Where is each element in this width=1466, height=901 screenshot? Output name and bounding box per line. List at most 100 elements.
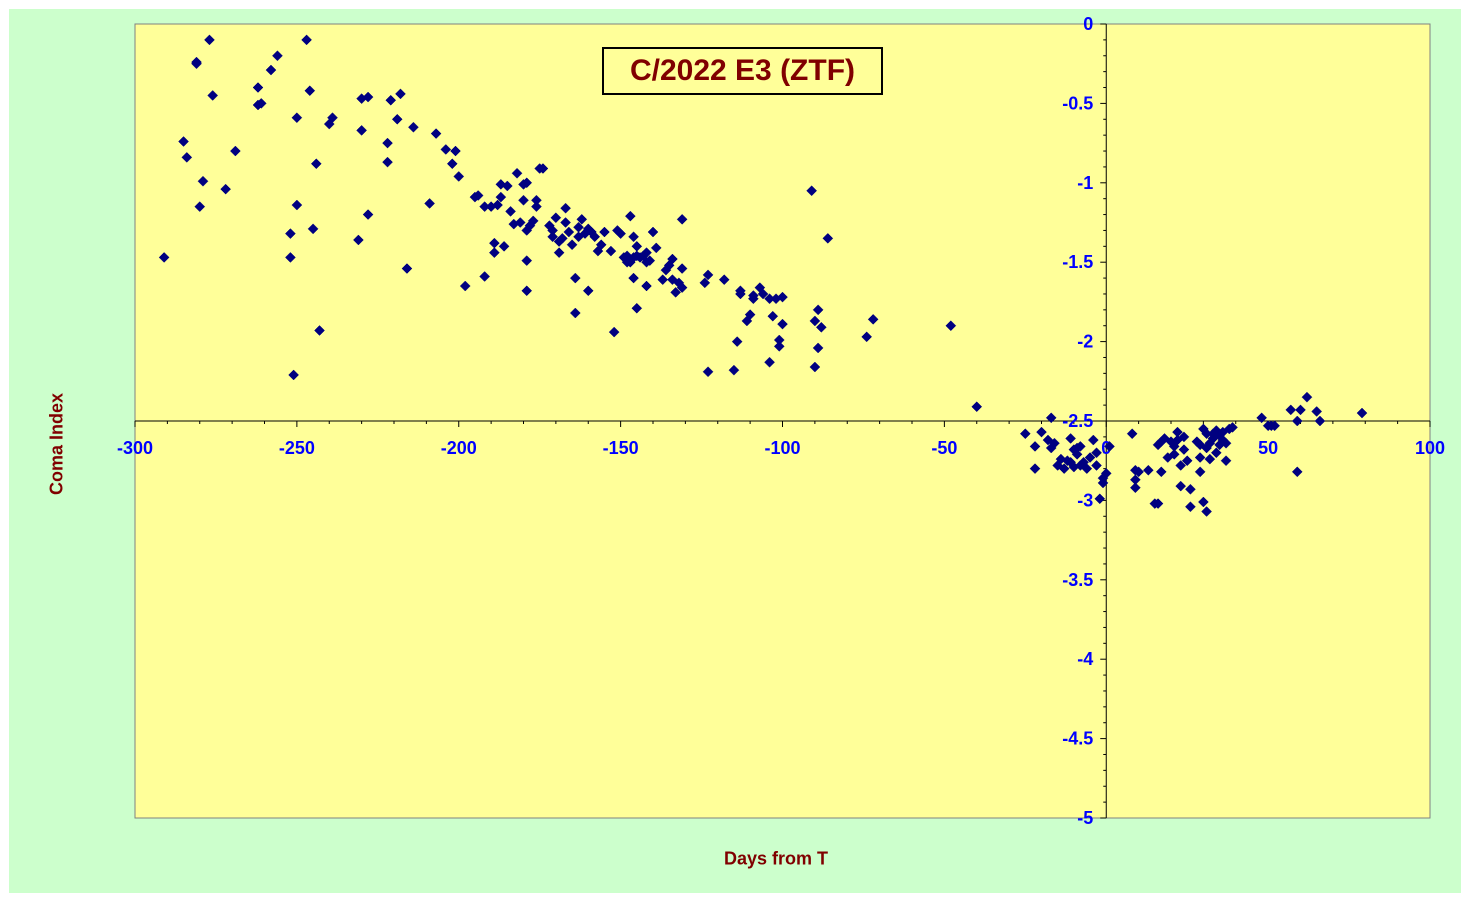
data-point [676,282,688,293]
data-point [1091,460,1102,471]
data-point [272,50,283,62]
data-point [1045,412,1057,424]
data-point [560,217,571,228]
data-point [702,366,714,378]
data-point [1198,496,1209,508]
data-point [353,234,364,246]
data-point [285,252,296,263]
x-axis-label: Days from T [723,848,829,869]
data-point [670,287,682,298]
data-point [676,263,688,274]
data-point [1081,463,1093,474]
data-point [608,326,620,338]
data-point [589,231,601,243]
data-point [1087,434,1099,446]
data-point [573,221,584,233]
data-point [647,226,659,238]
data-point [158,252,170,263]
data-point [440,144,452,155]
data-point [1155,466,1167,478]
y-tick-label: -1.5 [1062,252,1093,272]
data-point [1126,428,1138,440]
data-point [197,175,209,187]
data-point [812,342,824,354]
data-point [356,125,367,136]
data-point [1019,428,1031,440]
data-point [1301,391,1313,403]
data-point [1291,415,1303,427]
data-point [1094,493,1106,505]
data-point [489,237,500,249]
x-tick-label: 50 [1258,438,1278,458]
data-point [1210,447,1222,459]
data-point [1091,447,1102,459]
data-point [628,272,639,284]
data-point [453,171,465,182]
data-point [521,255,533,266]
data-point [252,82,264,93]
data-point [657,274,669,286]
data-point [391,113,403,125]
data-point [301,34,312,46]
data-point [489,247,500,259]
data-points [158,34,1368,517]
data-point [1269,420,1280,432]
data-point [1133,466,1144,478]
y-tick-label: -2.5 [1062,411,1093,431]
data-point [430,128,442,139]
y-tick-label: -0.5 [1062,93,1093,113]
data-point [511,167,523,179]
data-point [1049,437,1060,449]
data-point [537,163,549,174]
data-point [531,201,542,212]
data-point [748,293,759,305]
data-point [194,201,206,212]
data-point [553,247,565,259]
data-point [812,304,824,316]
data-point [566,239,578,251]
data-point [362,91,374,103]
data-point [1178,444,1190,455]
data-point [265,64,277,76]
data-point [867,314,879,325]
y-tick-label: -2 [1077,332,1093,352]
data-point [472,190,484,201]
data-point [505,206,516,217]
data-point [1071,448,1083,460]
data-point [310,158,322,170]
data-point [644,255,656,266]
data-point [450,145,461,157]
data-point [945,320,957,332]
data-point [624,210,636,222]
data-point [1311,406,1323,417]
data-point [362,209,374,220]
data-point [809,361,821,373]
y-tick-label: -3 [1077,490,1093,510]
data-point [1314,415,1326,427]
data-point [615,228,626,239]
data-point [569,307,581,319]
y-tick-label: 0 [1083,14,1093,34]
data-point [728,364,740,376]
data-point [514,217,526,228]
data-point [1104,441,1115,452]
data-point [1029,441,1041,452]
data-point [744,309,756,320]
data-point [382,137,393,149]
data-point [501,180,513,192]
data-point [288,369,299,381]
data-point [806,185,817,197]
data-point [628,231,639,243]
data-point [569,272,581,284]
x-tick-label: -300 [117,438,153,458]
y-tick-label: -1 [1077,173,1093,193]
data-point [479,271,491,282]
data-point [527,215,539,227]
data-point [631,240,643,252]
data-point [1036,426,1047,438]
data-point [255,98,267,109]
data-point [1142,464,1154,476]
data-point [307,223,319,235]
data-point [1220,437,1232,449]
data-point [650,242,662,254]
